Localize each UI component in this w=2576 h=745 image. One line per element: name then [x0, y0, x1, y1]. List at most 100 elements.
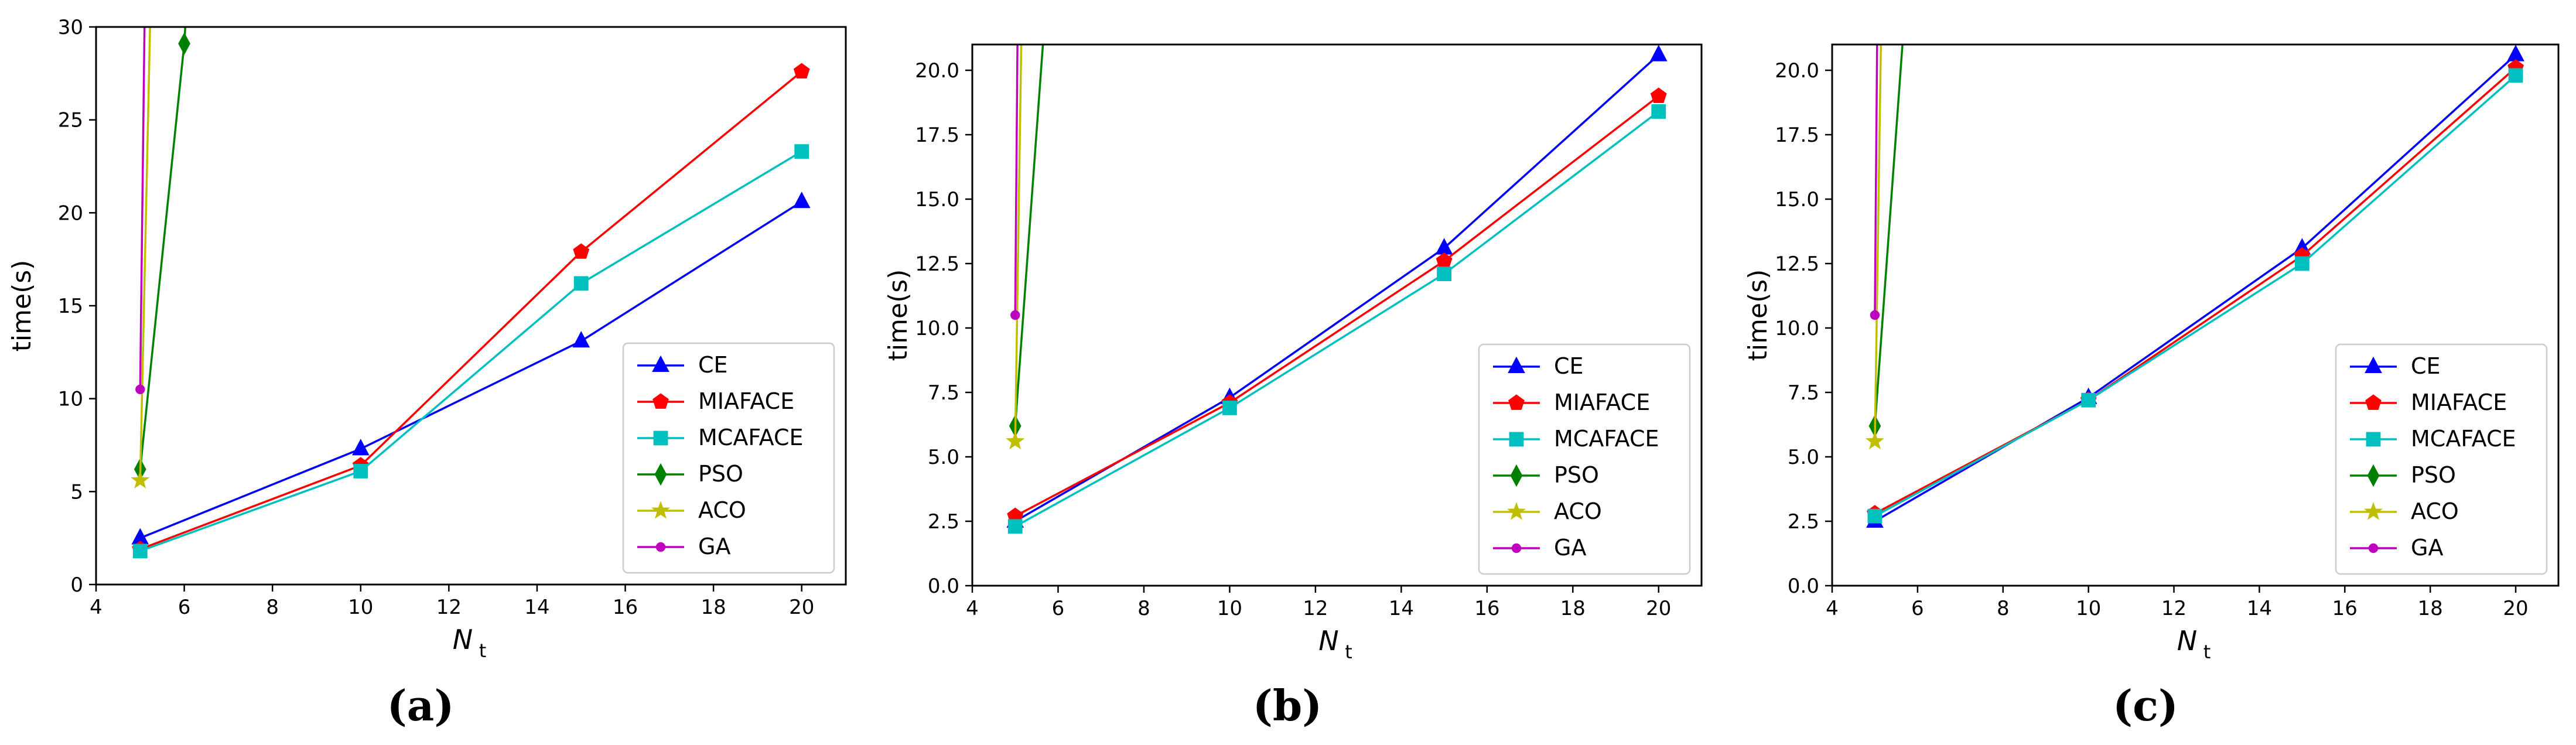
data-point-mcaface	[1007, 519, 1023, 534]
x-tick-label: 14	[524, 596, 549, 619]
series-line-pso	[139, 27, 187, 470]
panel-caption: (b)	[1253, 681, 1322, 730]
x-tick-label: 8	[1997, 597, 2010, 620]
series-line-aco	[1874, 45, 1883, 442]
data-point-mcaface	[794, 144, 809, 159]
legend-marker-miaface	[2365, 394, 2382, 410]
series-line-pso	[1874, 45, 1904, 426]
x-axis-label: N	[453, 624, 473, 655]
legend-label-ce: CE	[2411, 353, 2441, 379]
x-tick-label: 6	[1052, 597, 1065, 620]
legend-marker-miaface	[652, 393, 669, 409]
legend-marker-mcaface	[2366, 432, 2381, 447]
y-axis-label: time(s)	[7, 260, 37, 352]
data-point-ce	[792, 192, 811, 209]
legend: CE MIAFACE MCAFACE PSO ACO GA	[622, 342, 835, 574]
data-point-ga	[135, 384, 145, 394]
data-point-miaface	[1650, 87, 1667, 103]
axes-frame	[95, 26, 847, 586]
y-tick-label: 5.0	[1788, 446, 1819, 469]
x-tick-label: 4	[90, 596, 103, 619]
x-tick-label: 16	[613, 596, 638, 619]
y-tick-label: 2.5	[928, 510, 959, 534]
chart-panel-3: 4 6 8 10 12 14 16 18 20 0.0 2.5 5.0 7.5 10.0 12.5 15.0 1…	[1743, 43, 2560, 730]
data-point-mcaface	[2081, 392, 2096, 408]
legend-marker-aco	[1506, 502, 1526, 520]
x-tick-label: 20	[1646, 597, 1671, 620]
series-line-ga	[139, 27, 146, 389]
y-tick-label: 5.0	[928, 446, 959, 469]
x-axis-label-subscript: t	[1345, 641, 1352, 663]
legend-box	[2335, 343, 2548, 575]
legend-marker-aco	[651, 501, 671, 519]
series-line-pso	[1014, 45, 1044, 426]
legend-marker-mcaface	[653, 430, 668, 446]
data-point-mcaface	[353, 464, 368, 479]
legend-label-pso: PSO	[698, 461, 743, 487]
legend-label-miaface: MIAFACE	[1554, 389, 1650, 415]
x-tick-label: 18	[2418, 597, 2443, 620]
data-point-ce	[351, 439, 370, 456]
legend-marker-ce	[1508, 356, 1525, 373]
y-tick-label: 20.0	[1775, 59, 1819, 83]
legend-label-mcaface: MCAFACE	[698, 425, 804, 450]
y-axis-label: time(s)	[1743, 269, 1773, 361]
data-point-ce	[1649, 45, 1668, 61]
series-line-ce	[139, 200, 802, 539]
data-point-ga	[1870, 310, 1880, 320]
legend-label-aco: ACO	[698, 497, 746, 523]
panel-caption: (c)	[2113, 681, 2178, 730]
y-tick-label: 2.5	[1788, 510, 1819, 534]
legend-marker-mcaface	[1509, 432, 1524, 447]
x-tick-label: 20	[789, 596, 814, 619]
series-line-mcaface	[1014, 111, 1659, 528]
legend-label-pso: PSO	[1554, 462, 1599, 488]
legend-label-pso: PSO	[2411, 462, 2456, 488]
series-line-miaface	[1014, 95, 1659, 517]
legend-label-ga: GA	[698, 534, 730, 559]
y-tick-label: 0.0	[1788, 575, 1819, 598]
x-tick-label: 4	[1826, 597, 1839, 620]
legend: CE MIAFACE MCAFACE PSO ACO GA	[1478, 343, 1691, 575]
x-tick-label: 10	[2076, 597, 2101, 620]
y-tick-label: 20.0	[915, 59, 959, 83]
x-tick-label: 12	[436, 596, 462, 619]
x-tick-label: 18	[701, 596, 726, 619]
data-point-ce	[572, 331, 590, 348]
y-tick-label: 15.0	[915, 188, 959, 211]
legend-marker-ga	[2368, 543, 2379, 553]
legend-marker-ce	[652, 355, 669, 372]
x-tick-label: 16	[2332, 597, 2358, 620]
x-axis-label: N	[2177, 625, 2197, 657]
y-tick-label: 20	[58, 201, 83, 225]
legend-box	[622, 342, 835, 574]
x-tick-label: 12	[2161, 597, 2186, 620]
x-tick-label: 14	[2247, 597, 2272, 620]
data-point-mcaface	[1651, 104, 1666, 119]
y-tick-label: 10.0	[1775, 317, 1819, 340]
legend-label-ga: GA	[2411, 535, 2443, 561]
legend-label-miaface: MIAFACE	[2411, 389, 2507, 415]
x-tick-label: 8	[1137, 597, 1150, 620]
x-tick-label: 6	[1911, 597, 1924, 620]
legend-marker-pso	[1510, 464, 1523, 487]
plot-area	[1006, 45, 1668, 534]
series-line-aco	[139, 27, 151, 481]
y-tick-label: 17.5	[1775, 124, 1819, 147]
y-tick-label: 10.0	[915, 317, 959, 340]
y-tick-label: 10	[58, 388, 83, 411]
x-tick-label: 12	[1303, 597, 1328, 620]
y-axis-label: time(s)	[883, 269, 913, 361]
x-tick-label: 6	[178, 596, 191, 619]
data-point-aco	[1006, 431, 1025, 450]
series-line-mcaface	[139, 151, 802, 552]
legend-label-miaface: MIAFACE	[698, 388, 794, 414]
x-tick-label: 16	[1474, 597, 1499, 620]
data-point-mcaface	[1222, 401, 1237, 415]
legend-marker-aco	[2363, 502, 2383, 520]
y-tick-label: 7.5	[1788, 381, 1819, 405]
y-tick-label: 17.5	[915, 124, 959, 147]
plot-area	[1865, 45, 2524, 528]
legend-label-mcaface: MCAFACE	[1554, 426, 1659, 452]
